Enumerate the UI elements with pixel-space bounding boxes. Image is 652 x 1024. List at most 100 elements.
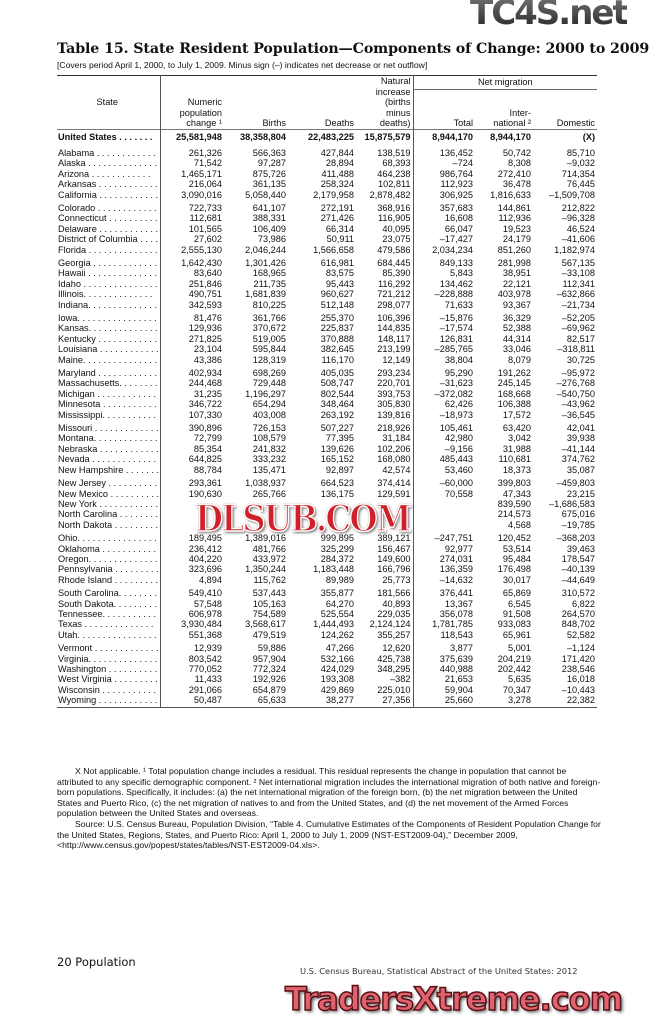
cell-state: Washington . . . . . . . . . . (57, 664, 161, 675)
cell-pop-change: 83,640 (193, 268, 222, 279)
table-row: Minnesota . . . . . . . . . . . 346,722 65… (57, 399, 597, 410)
cell-net-international: 120,452 (497, 533, 531, 544)
cell-state: Indiana. . . . . . . . . . . . . . (57, 299, 161, 310)
cell-deaths: 325,299 (320, 543, 354, 554)
cell-net-total: –18,973 (439, 409, 473, 420)
cell-net-total: 105,461 (439, 423, 473, 434)
table-row: Illinois. . . . . . . . . . . . . . 490,7… (57, 289, 597, 300)
table-row: New Mexico . . . . . . . . . . 190,630 265… (57, 488, 597, 499)
table-row: Colorado . . . . . . . . . . . . 722,733 6… (57, 199, 597, 214)
cell-net-international: 52,388 (502, 323, 531, 334)
cell-state: Virginia. . . . . . . . . . . . . . (57, 653, 161, 664)
cell-net-total: 126,831 (439, 333, 473, 344)
cell-net-international: 95,484 (502, 553, 531, 564)
cell-deaths: 427,844 (320, 147, 354, 158)
table-subtitle: [Covers period April 1, 2000, to July 1,… (57, 60, 428, 70)
cell-natural-increase: 25,773 (356, 574, 414, 586)
cell-deaths: 532,166 (320, 653, 354, 664)
cell-state: Colorado . . . . . . . . . . . . (57, 199, 161, 214)
cell-state: California . . . . . . . . . . . . (57, 189, 161, 200)
cell-births: 3,568,617 (245, 619, 286, 630)
cell-pop-change: 189,495 (188, 533, 222, 544)
cell-deaths: 38,277 (288, 695, 356, 708)
cell-natural-increase: 116,292 (356, 278, 414, 290)
cell-net-domestic: –41,606 (561, 234, 596, 245)
cell-net-international: 6,545 (508, 598, 531, 609)
cell-net-international: 272,410 (497, 168, 531, 179)
cell-net-domestic: –1,509,708 (549, 189, 596, 200)
table-row: Alaska . . . . . . . . . . . . . . 71,542… (57, 158, 597, 169)
cell-pop-change: 12,939 (193, 643, 222, 654)
cell-births: 5,058,440 (245, 189, 286, 200)
cell-state: Louisiana . . . . . . . . . . . . (57, 344, 161, 355)
cell-net-domestic: 178,547 (561, 553, 596, 564)
table-row: Hawaii . . . . . . . . . . . . . . 83,640… (57, 268, 597, 279)
cell-net-international: 144,861 (497, 202, 531, 213)
table-row: Alabama . . . . . . . . . . . . 261,326 56… (57, 144, 597, 159)
cell-pop-change: 803,542 (188, 653, 222, 664)
table-row: Pennsylvania . . . . . . . . . 323,696 1,3… (57, 564, 597, 575)
cell-net-domestic: 675,016 (561, 509, 596, 520)
cell-net-total: –60,000 (439, 478, 473, 489)
cell-net-total: 53,460 (444, 464, 473, 475)
table-row: New York . . . . . . . . . . . . 839,590 –… (57, 498, 597, 510)
cell-net-total: –15,876 (439, 313, 473, 323)
cell-pop-change: 11,433 (194, 674, 222, 685)
cell-net-total: –17,574 (439, 323, 473, 334)
cell-state: District of Columbia . . . . (57, 234, 161, 245)
cell-net-domestic: 46,524 (566, 223, 596, 234)
cell-net-international: 933,083 (497, 619, 531, 630)
cell-net-total: –14,632 (439, 574, 473, 585)
cell-natural-increase: 27,356 (356, 695, 414, 708)
table-row: Arizona . . . . . . . . . . . . 1,465,171… (57, 168, 597, 180)
cell-net-domestic: –21,734 (561, 299, 596, 310)
cell-deaths: 508,747 (320, 378, 354, 389)
cell-net-total: 25,660 (413, 695, 475, 708)
cell-pop-change: 271,825 (188, 333, 222, 344)
cell-net-international: 3,042 (508, 433, 531, 444)
cell-net-total: 376,441 (439, 588, 473, 599)
cell-net-international: 5,001 (508, 643, 531, 654)
cell-pop-change: 346,722 (188, 399, 222, 410)
cell-pop-change: 261,326 (188, 147, 222, 158)
table-row: Rhode Island . . . . . . . . . 4,894 115,7… (57, 574, 597, 586)
cell-net-domestic: –459,803 (556, 478, 596, 489)
cell-net-domestic: 714,354 (561, 168, 596, 179)
cell-net-international: 112,936 (498, 213, 531, 224)
cell-net-international: 47,343 (502, 488, 531, 499)
cell-births: 106,409 (252, 223, 286, 234)
cell-net-international: 93,367 (502, 299, 531, 310)
cell-net-domestic: 42,041 (566, 423, 596, 434)
cell-natural-increase: 31,184 (356, 433, 414, 444)
table-row: South Carolina. . . . . . . . 549,410 537,… (57, 585, 597, 599)
cell-net-domestic: 76,445 (566, 179, 596, 190)
cell-state: Kentucky . . . . . . . . . . . . (57, 333, 161, 345)
cell-deaths: 116,170 (321, 354, 354, 365)
cell-deaths: 22,483,225 (288, 128, 356, 145)
cell-deaths: 411,488 (321, 168, 354, 179)
cell-deaths: 616,981 (320, 257, 354, 268)
cell-state: Arizona . . . . . . . . . . . . (57, 168, 161, 180)
cell-births: 38,358,804 (224, 128, 288, 145)
table-row: Michigan . . . . . . . . . . . . 31,235 1,… (57, 388, 597, 400)
cell-pop-change: 101,565 (188, 223, 222, 234)
cell-deaths: 382,645 (320, 344, 354, 355)
cell-natural-increase: 42,574 (356, 464, 414, 476)
cell-natural-increase: 68,393 (356, 158, 414, 169)
cell-deaths: 370,888 (320, 333, 354, 344)
cell-pop-change: 402,934 (188, 368, 222, 379)
cell-net-total: 21,653 (444, 674, 473, 685)
cell-net-international: 44,314 (502, 333, 531, 344)
cell-state: Mississippi. . . . . . . . . . . (57, 409, 161, 421)
table-row: North Dakota . . . . . . . . . 4,568 –19,7… (57, 519, 597, 531)
cell-net-domestic: 1,182,974 (554, 244, 596, 255)
table-row: Missouri . . . . . . . . . . . . . 390,89… (57, 420, 597, 434)
cell-net-domestic: –52,205 (561, 313, 596, 323)
cell-state: Texas . . . . . . . . . . . . . . (57, 619, 161, 630)
cell-net-international: 30,017 (502, 574, 531, 585)
cell-net-total: 59,904 (444, 684, 473, 695)
cell-births: 698,269 (252, 368, 286, 379)
cell-births: 370,672 (252, 323, 286, 334)
cell-pop-change: 293,361 (188, 478, 222, 489)
cell-births: 192,926 (252, 674, 286, 685)
